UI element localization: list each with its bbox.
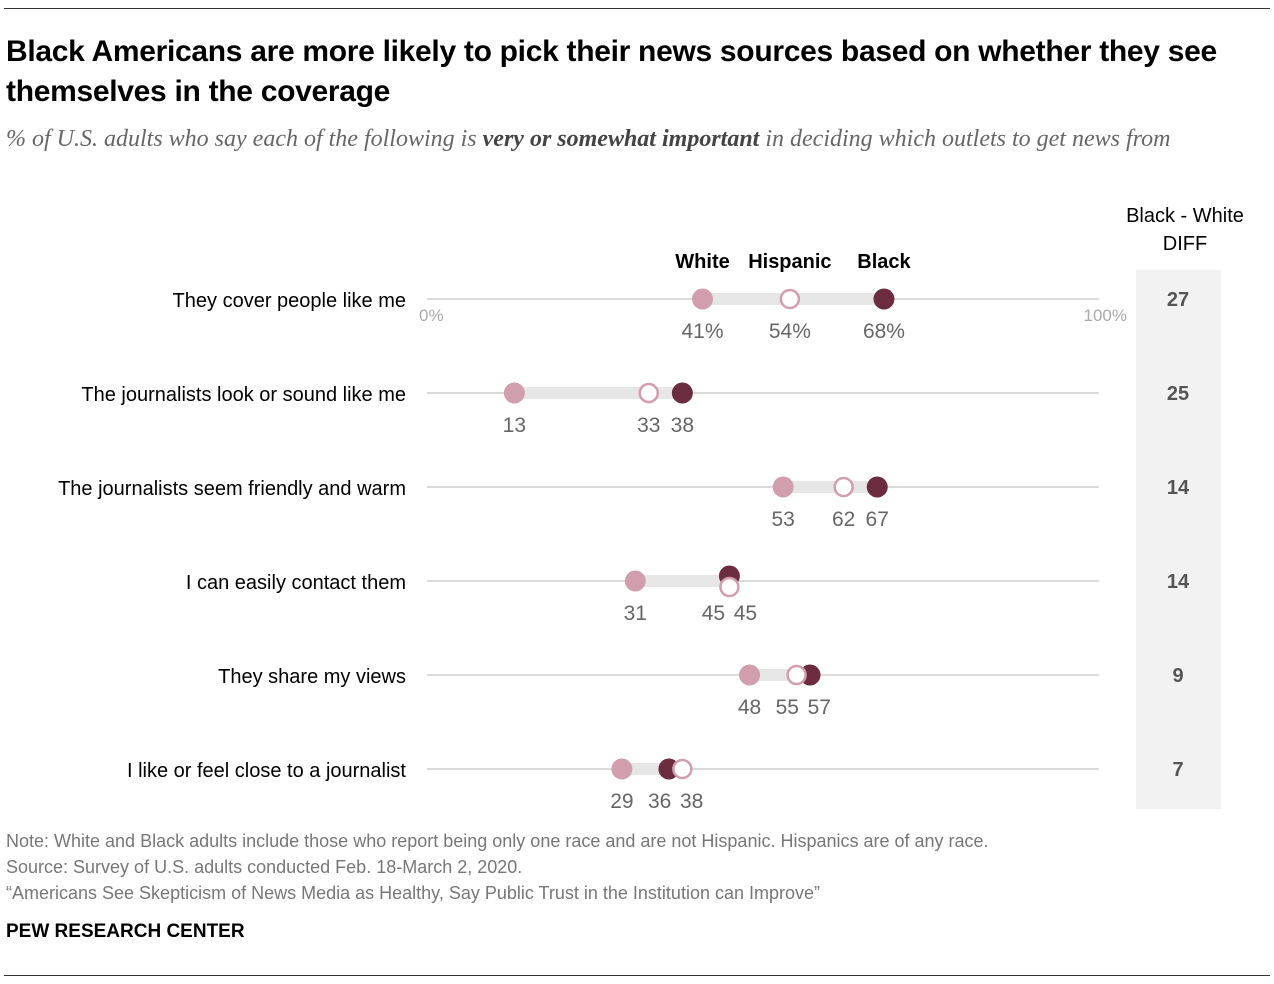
dot-black [866,476,888,498]
range-bar [635,575,730,587]
row-label: They share my views [218,666,406,688]
diff-value: 9 [1172,665,1183,687]
diff-value: 27 [1167,289,1189,311]
diff-value: 7 [1172,759,1183,781]
diff-value: 14 [1167,477,1190,499]
value-label-white: 48 [738,696,761,719]
value-label-white: 13 [503,414,526,437]
dot-black [671,382,693,404]
value-label-black: 68% [863,320,905,343]
value-label-black: 36 [648,790,671,813]
value-label-black: 57 [808,696,831,719]
dot-hispanic [719,576,740,598]
legend-black: Black [857,251,911,273]
diff-column-bg [1136,270,1221,809]
range-bar [783,481,878,493]
value-label-hispanic: 55 [776,696,799,719]
value-label-white: 29 [610,790,633,813]
source: Source: Survey of U.S. adults conducted … [6,857,523,877]
bottom-rule [4,975,1270,976]
value-label-hispanic: 62 [832,508,855,531]
value-label-black: 67 [866,508,889,531]
dot-hispanic [833,476,854,498]
row-label: The journalists seem friendly and warm [58,478,406,500]
brand-logo: PEW RESEARCH CENTER [6,921,245,942]
chart-title: Black Americans are more likely to pick … [6,35,1217,108]
top-rule [4,8,1270,9]
dot-white [692,288,714,310]
dot-white [739,664,761,686]
value-label-white: 31 [624,602,647,625]
subtitle-emphasis: very or somewhat important [482,126,760,152]
subtitle-text: % of U.S. adults who say each of the fol… [6,126,483,152]
value-label-white: 41% [682,320,724,343]
dot-hispanic [672,758,693,780]
value-label-hispanic: 45 [702,602,725,625]
dot-white [611,758,633,780]
diff-value: 14 [1167,571,1190,593]
value-label-black: 45 [734,602,757,625]
dot-hispanic [779,288,801,310]
row-label: I can easily contact them [186,572,406,594]
dot-chart: Black - White DIFF White Hispanic Black They … [58,205,1244,813]
dot-black [873,288,895,310]
row-label: They cover people like me [173,290,406,312]
legend-white: White [675,251,729,273]
chart-subtitle: % of U.S. adults who say each of the fol… [6,123,1256,155]
dot-hispanic [638,382,660,404]
report-title: “Americans See Skepticism of News Media … [6,883,820,903]
subtitle-text-end: in deciding which outlets to get news fr… [759,126,1171,152]
diff-value: 25 [1167,383,1189,405]
dot-hispanic [786,664,807,686]
dot-white [772,476,794,498]
diff-header-line1: Black - White [1126,205,1244,227]
axis-label-min: 0% [419,306,444,325]
dot-white [503,382,525,404]
value-label-black: 38 [671,414,694,437]
note: Note: White and Black adults include tho… [6,831,989,851]
value-label-hispanic: 54% [769,320,811,343]
dot-white [624,570,646,592]
value-label-white: 53 [771,508,794,531]
axis-label-max: 100% [1084,306,1127,325]
diff-header-line2: DIFF [1163,233,1207,255]
value-label-hispanic: 38 [680,790,703,813]
row-label: I like or feel close to a journalist [127,760,406,782]
legend-hispanic: Hispanic [748,251,831,273]
row-label: The journalists look or sound like me [81,384,406,406]
value-label-hispanic: 33 [637,414,660,437]
